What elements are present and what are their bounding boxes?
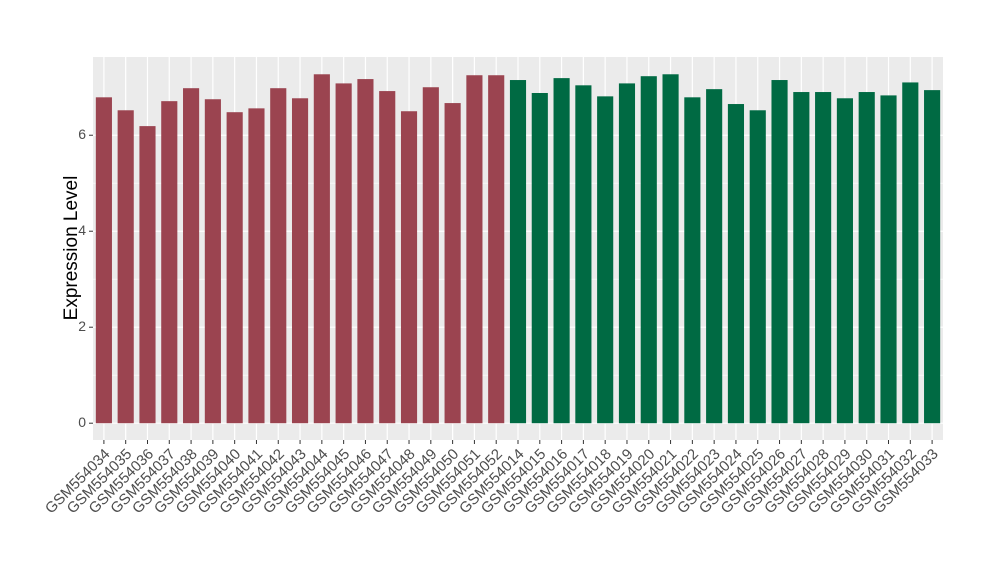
bar [684,97,701,424]
bar [880,95,897,424]
bar [924,90,941,424]
y-tick-label: 2 [78,318,86,334]
bar [444,103,461,424]
bar [248,108,265,424]
bar [139,126,156,424]
bar [815,92,832,424]
bar [117,110,134,424]
y-tick-label: 0 [78,414,86,430]
bar [509,80,527,424]
bar [902,82,919,424]
bar [771,80,788,424]
bar [836,98,853,424]
bar [531,92,548,424]
bar [379,91,396,424]
y-axis-label: Expression Level [61,176,82,321]
bar [727,104,745,424]
bar [858,92,875,424]
bar [270,88,287,424]
bar [400,111,418,424]
bar [357,79,374,424]
bar [597,96,614,424]
bar [422,87,439,424]
bar [706,89,723,424]
bar [313,74,330,424]
bar [640,76,657,424]
bar [95,97,112,424]
bar [183,88,200,424]
bar [575,85,592,424]
bar [335,83,352,424]
bar [553,78,570,424]
bar [161,101,178,424]
bar [291,98,309,424]
bar [662,74,679,424]
y-tick-label: 4 [78,222,86,238]
bar [204,99,221,424]
bar [618,83,636,424]
bar [749,110,766,424]
bar [466,75,483,424]
bar [488,75,505,424]
y-tick-label: 6 [78,126,86,142]
bar [226,112,243,424]
bar [793,92,810,424]
